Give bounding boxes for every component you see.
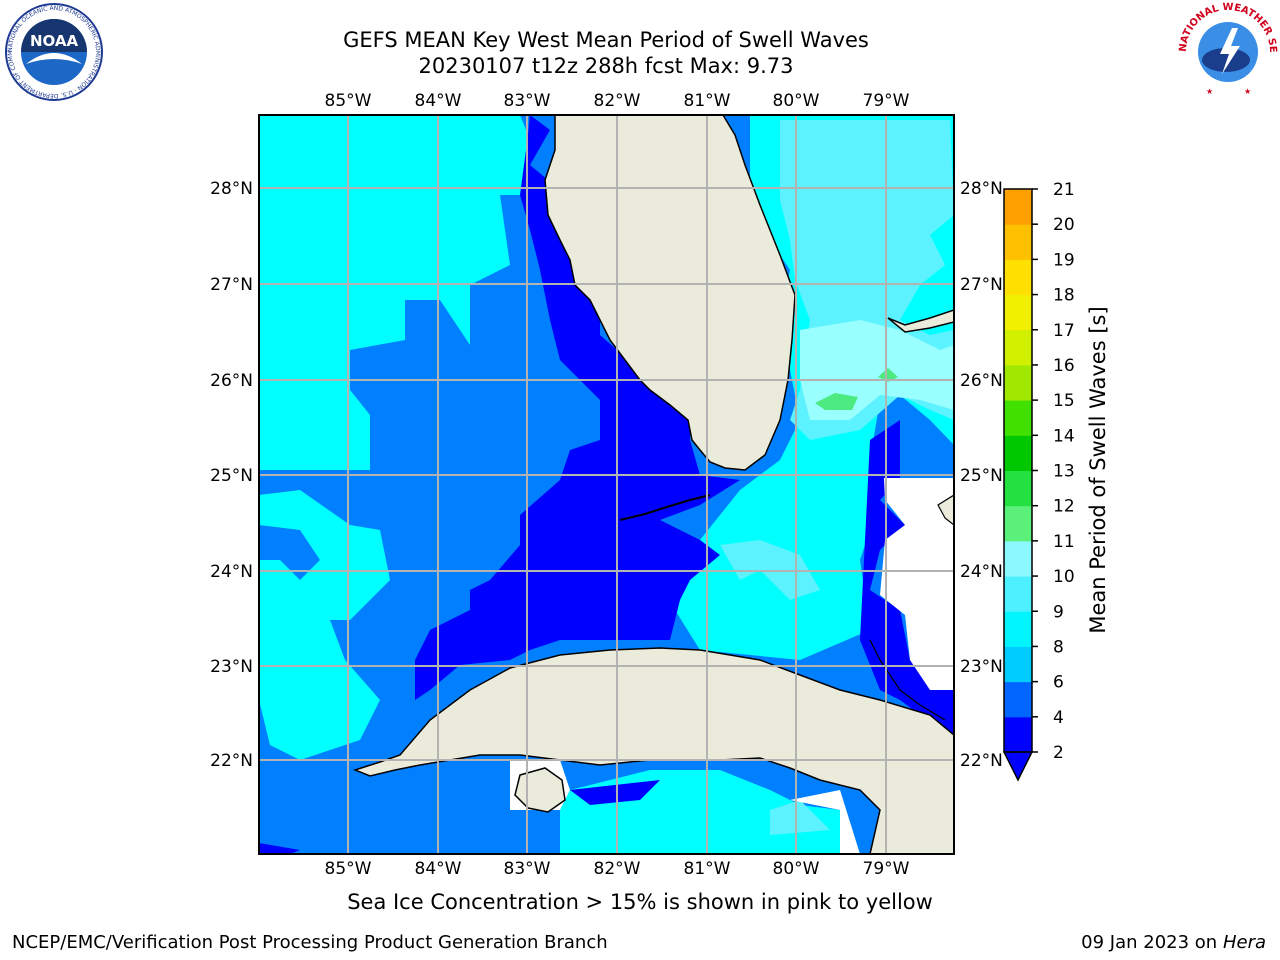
lon-label-top: 80°W xyxy=(773,91,820,111)
colorbar-tick-label: 8 xyxy=(1053,637,1064,657)
colorbar-tick-label: 17 xyxy=(1053,321,1075,341)
lon-label-bottom: 79°W xyxy=(863,859,910,879)
lon-label-bottom: 82°W xyxy=(594,859,641,879)
lat-label-right: 22°N xyxy=(960,751,1003,771)
contour-4-6-southwest xyxy=(259,490,390,760)
lon-label-top: 84°W xyxy=(415,91,462,111)
colorbar-tick-label: 20 xyxy=(1053,215,1075,235)
colorbar: 2 4 6 8 9 10 11 12 13 14 15 16 17 18 19 20 21 Mean Perio… xyxy=(1002,180,1110,782)
lon-label-top: 83°W xyxy=(504,91,551,111)
lat-label-left: 22°N xyxy=(210,751,253,771)
contour-0-2-florida-straits xyxy=(860,420,954,740)
colorbar-block xyxy=(1004,646,1032,683)
colorbar-tick-label: 13 xyxy=(1053,462,1075,482)
bahamas-small xyxy=(937,494,954,526)
bahamas-grand xyxy=(887,309,954,333)
contour-9-10-b xyxy=(878,368,898,382)
colorbar-tick-label: 16 xyxy=(1053,356,1075,376)
colorbar-tick-label: 19 xyxy=(1053,250,1075,270)
lat-label-right: 25°N xyxy=(960,466,1003,486)
cuba-land xyxy=(352,647,954,854)
colorbar-tick-label: 12 xyxy=(1053,497,1075,517)
colorbar-tick-label: 4 xyxy=(1053,708,1064,728)
colorbar-tick-label: 18 xyxy=(1053,286,1075,306)
florida-keys xyxy=(619,494,711,521)
footer-date-text: 09 Jan 2023 on xyxy=(1081,932,1223,953)
svg-text:★: ★ xyxy=(1244,87,1251,96)
lon-label-bottom: 85°W xyxy=(325,859,372,879)
lon-label-top: 82°W xyxy=(594,91,641,111)
colorbar-block xyxy=(1004,400,1032,436)
lat-label-left: 26°N xyxy=(210,371,253,391)
chart-title: GEFS MEAN Key West Mean Period of Swell … xyxy=(343,28,869,52)
lat-label-left: 28°N xyxy=(210,179,253,199)
lat-label-right: 26°N xyxy=(960,371,1003,391)
lat-label-right: 24°N xyxy=(960,562,1003,582)
lon-label-bottom: 80°W xyxy=(773,859,820,879)
svg-text:★: ★ xyxy=(1206,87,1213,96)
colorbar-block xyxy=(1004,435,1032,471)
lon-label-bottom: 81°W xyxy=(684,859,731,879)
footer-credit: NCEP/EMC/Verification Post Processing Pr… xyxy=(12,932,608,953)
colorbar-block xyxy=(1004,294,1032,331)
andros-island xyxy=(869,639,946,721)
colorbar-tick-label: 10 xyxy=(1053,567,1075,587)
mask-east-1 xyxy=(880,478,954,690)
contour-0-2-corner xyxy=(259,843,300,854)
colorbar-tick-label: 21 xyxy=(1053,180,1075,200)
lon-label-top: 85°W xyxy=(325,91,372,111)
colorbar-block xyxy=(1004,611,1032,647)
colorbar-tick-label: 2 xyxy=(1053,743,1064,763)
lat-label-left: 24°N xyxy=(210,562,253,582)
colorbar-block xyxy=(1004,329,1032,366)
lon-label-bottom: 84°W xyxy=(415,859,462,879)
lat-label-left: 25°N xyxy=(210,466,253,486)
colorbar-block xyxy=(1004,364,1032,401)
footer-date: 09 Jan 2023 on Hera xyxy=(1081,932,1266,953)
colorbar-tick-label: 9 xyxy=(1053,602,1064,622)
colorbar-block xyxy=(1004,576,1032,612)
colorbar-block xyxy=(1004,716,1032,753)
colorbar-block xyxy=(1004,259,1032,296)
contour-0-2-gulf xyxy=(415,115,740,700)
noaa-logo-text: NOAA xyxy=(30,32,79,50)
colorbar-extend-arrow xyxy=(1002,751,1034,782)
footer-machine: Hera xyxy=(1222,932,1266,953)
colorbar-tick-label: 11 xyxy=(1053,532,1075,552)
contour-0-2-south xyxy=(570,780,660,805)
colorbar-block xyxy=(1004,681,1032,718)
lon-label-top: 81°W xyxy=(684,91,731,111)
colorbar-tick-label: 6 xyxy=(1053,673,1064,693)
noaa-logo: NATIONAL OCEANIC AND ATMOSPHERIC ADMINIS… xyxy=(4,2,103,101)
florida-land xyxy=(544,115,796,471)
lat-label-right: 23°N xyxy=(960,657,1003,677)
nws-logo: NATIONAL WEATHER SERVICE ★ ★ xyxy=(1176,2,1278,100)
chart-subtitle: 20230107 t12z 288h fcst Max: 9.73 xyxy=(418,54,794,78)
lon-label-top: 79°W xyxy=(863,91,910,111)
mask-south xyxy=(790,790,860,854)
lat-label-right: 28°N xyxy=(960,179,1003,199)
contour-6-8-south xyxy=(770,800,830,835)
map-grid xyxy=(259,115,954,854)
lon-label-bottom: 83°W xyxy=(504,859,551,879)
colorbar-tick-label: 15 xyxy=(1053,391,1075,411)
lat-label-right: 27°N xyxy=(960,275,1003,295)
colorbar-block xyxy=(1004,470,1032,507)
colorbar-block xyxy=(1004,540,1032,577)
contour-9-10-a xyxy=(815,393,858,410)
lat-label-left: 27°N xyxy=(210,275,253,295)
colorbar-tick-label: 14 xyxy=(1053,426,1075,446)
sea-ice-note: Sea Ice Concentration > 15% is shown in … xyxy=(347,890,933,914)
colorbar-block xyxy=(1004,505,1032,542)
colorbar-block xyxy=(1004,189,1032,225)
lat-label-left: 23°N xyxy=(210,657,253,677)
contour-4-6-west xyxy=(259,115,528,470)
colorbar-label: Mean Period of Swell Waves [s] xyxy=(1086,306,1110,633)
colorbar-block xyxy=(1004,224,1032,260)
